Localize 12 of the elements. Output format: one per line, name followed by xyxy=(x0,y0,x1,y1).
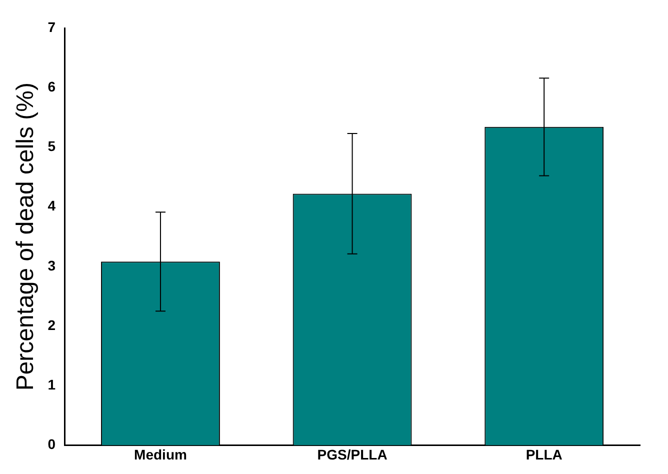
x-tick-label: Medium xyxy=(134,446,187,462)
y-axis-title: Percentage of dead cells (%) xyxy=(12,82,40,391)
y-tick-label: 3 xyxy=(48,257,56,274)
x-tick-label: PLLA xyxy=(526,446,562,462)
y-tick-label: 6 xyxy=(48,78,56,94)
y-tick-label: 0 xyxy=(48,436,56,452)
y-tick-label: 1 xyxy=(48,376,56,392)
y-tick-label: 7 xyxy=(48,18,56,35)
y-tick-label: 4 xyxy=(48,198,56,214)
x-tick-label: PGS/PLLA xyxy=(317,446,388,462)
y-tick-label: 2 xyxy=(48,316,56,333)
y-tick-label: 5 xyxy=(48,138,56,154)
